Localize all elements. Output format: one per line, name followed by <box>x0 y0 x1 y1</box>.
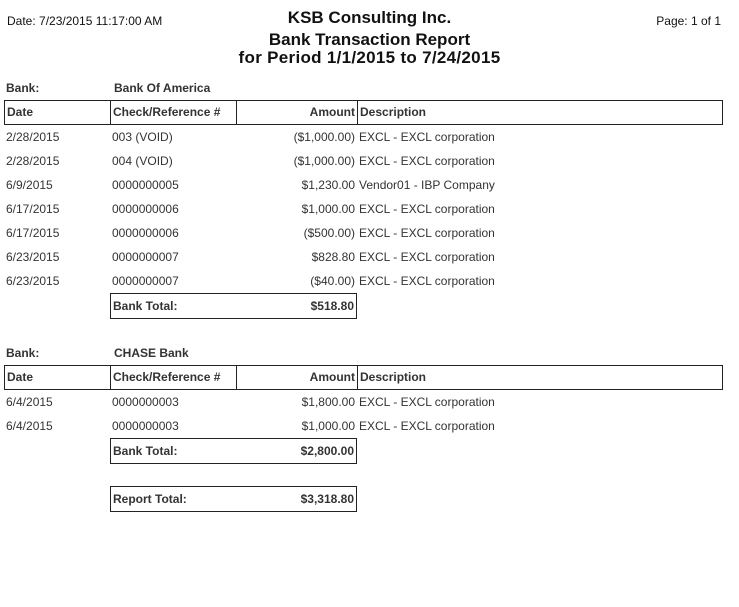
description-cell: EXCL - EXCL corporation <box>359 419 495 433</box>
report-title: Bank Transaction Report <box>268 30 471 49</box>
column-header-amount: Amount <box>237 366 358 389</box>
amount-cell: $828.80 <box>311 250 355 264</box>
date-cell: 6/17/2015 <box>6 202 60 216</box>
amount-cell: ($1,000.00) <box>293 154 355 168</box>
table-row: 6/17/2015 0000000006 $1,000.00 EXCL - EXCL … <box>4 197 723 221</box>
column-header-reference: Check/Reference # <box>111 101 237 124</box>
column-header-date: Date <box>5 366 111 389</box>
report-total-value: $3,318.80 <box>300 492 354 506</box>
bank-total: Bank Total: $518.80 <box>110 293 357 319</box>
amount-cell: ($40.00) <box>310 274 355 288</box>
date-cell: 6/23/2015 <box>6 274 60 288</box>
date-cell: 6/4/2015 <box>6 395 53 409</box>
column-header-date: Date <box>5 101 111 124</box>
bank-line: Bank: CHASE Bank <box>4 341 723 365</box>
description-cell: EXCL - EXCL corporation <box>359 250 495 264</box>
bank-label: Bank: <box>6 346 40 360</box>
reference-cell: 0000000007 <box>112 250 179 264</box>
table-row: 6/17/2015 0000000006 ($500.00) EXCL - EXCL … <box>4 221 723 245</box>
amount-cell: $1,800.00 <box>301 395 355 409</box>
bank-name: Bank Of America <box>114 81 211 95</box>
description-cell: EXCL - EXCL corporation <box>359 226 495 240</box>
reference-cell: 0000000006 <box>112 202 179 216</box>
report-total-label: Report Total: <box>113 492 187 506</box>
amount-cell: $1,230.00 <box>301 178 355 192</box>
bank-total-value: $2,800.00 <box>300 444 354 458</box>
table-row: 6/4/2015 0000000003 $1,800.00 EXCL - EXCL c… <box>4 390 723 414</box>
bank-name: CHASE Bank <box>114 346 189 360</box>
reference-cell: 003 (VOID) <box>112 130 173 144</box>
date-cell: 6/17/2015 <box>6 226 60 240</box>
page-number: Page: 1 of 1 <box>656 14 721 28</box>
amount-cell: ($500.00) <box>303 226 355 240</box>
reference-cell: 0000000003 <box>112 419 179 433</box>
table-row: 2/28/2015 003 (VOID) ($1,000.00) EXCL - EXC… <box>4 125 723 149</box>
table-header: Date Check/Reference # Amount Description <box>4 365 723 390</box>
reference-cell: 0000000005 <box>112 178 179 192</box>
spacer <box>4 464 723 486</box>
date-cell: 2/28/2015 <box>6 154 60 168</box>
bank-label: Bank: <box>6 81 40 95</box>
description-cell: EXCL - EXCL corporation <box>359 395 495 409</box>
table-row: 2/28/2015 004 (VOID) ($1,000.00) EXCL - EXC… <box>4 149 723 173</box>
column-header-description: Description <box>360 370 427 384</box>
report-date: Date: 7/23/2015 11:17:00 AM <box>7 14 163 28</box>
reference-cell: 004 (VOID) <box>112 154 173 168</box>
bank-total-value: $518.80 <box>310 299 354 313</box>
column-header-amount: Amount <box>237 101 358 124</box>
report-period: for Period 1/1/2015 to 7/24/2015 <box>238 48 501 67</box>
reference-cell: 0000000003 <box>112 395 179 409</box>
amount-cell: $1,000.00 <box>301 419 355 433</box>
bank-total-label: Bank Total: <box>113 444 178 458</box>
column-header-description: Description <box>360 105 427 119</box>
bank-total: Bank Total: $2,800.00 <box>110 438 357 464</box>
table-row: 6/9/2015 0000000005 $1,230.00 Vendor01 - IB… <box>4 173 723 197</box>
amount-cell: ($1,000.00) <box>293 130 355 144</box>
report-total: Report Total: $3,318.80 <box>110 486 357 512</box>
table-row: 6/23/2015 0000000007 $828.80 EXCL - EXCL co… <box>4 245 723 269</box>
date-cell: 6/9/2015 <box>6 178 53 192</box>
bank-total-label: Bank Total: <box>113 299 178 313</box>
spacer <box>4 319 723 341</box>
bank-section: Bank: Bank Of America Date Check/Reference … <box>4 76 723 341</box>
table-header: Date Check/Reference # Amount Description <box>4 100 723 125</box>
reference-cell: 0000000006 <box>112 226 179 240</box>
amount-cell: $1,000.00 <box>301 202 355 216</box>
date-cell: 6/4/2015 <box>6 419 53 433</box>
description-cell: EXCL - EXCL corporation <box>359 202 495 216</box>
table-row: 6/23/2015 0000000007 ($40.00) EXCL - EXCL c… <box>4 269 723 293</box>
date-cell: 2/28/2015 <box>6 130 60 144</box>
company-name: KSB Consulting Inc. <box>287 8 452 27</box>
column-header-reference: Check/Reference # <box>111 366 237 389</box>
description-cell: EXCL - EXCL corporation <box>359 154 495 168</box>
reference-cell: 0000000007 <box>112 274 179 288</box>
table-row: 6/4/2015 0000000003 $1,000.00 EXCL - EXCL c… <box>4 414 723 438</box>
date-cell: 6/23/2015 <box>6 250 60 264</box>
report-body: Bank: Bank Of America Date Check/Reference … <box>4 76 723 512</box>
bank-section: Bank: CHASE Bank Date Check/Reference # Amou… <box>4 341 723 486</box>
description-cell: EXCL - EXCL corporation <box>359 274 495 288</box>
description-cell: EXCL - EXCL corporation <box>359 130 495 144</box>
description-cell: Vendor01 - IBP Company <box>359 178 495 192</box>
bank-line: Bank: Bank Of America <box>4 76 723 100</box>
